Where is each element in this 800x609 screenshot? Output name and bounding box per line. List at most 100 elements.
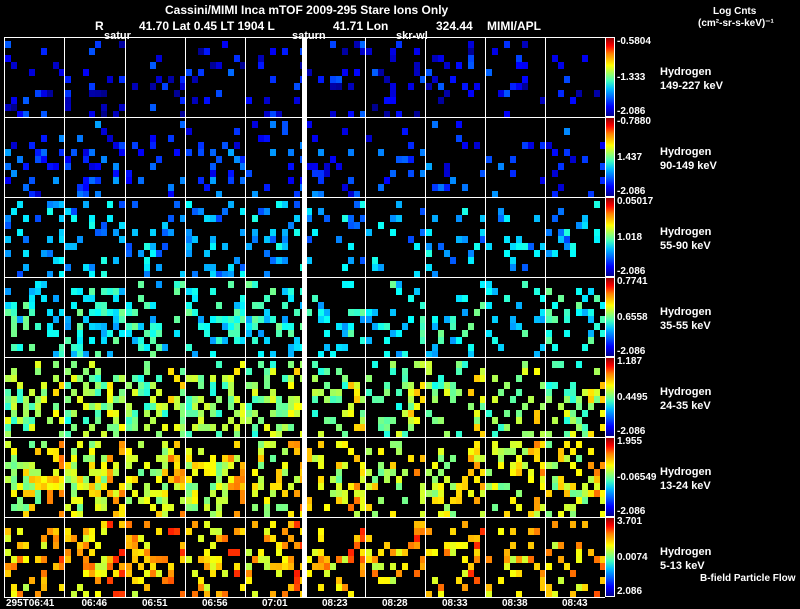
heatmap-cell xyxy=(107,389,113,396)
heatmap-cell xyxy=(246,577,252,584)
heatmap-cell xyxy=(420,556,425,563)
heatmap-cell xyxy=(588,403,594,410)
heatmap-cell xyxy=(162,469,168,476)
heatmap-cell xyxy=(312,229,318,236)
heatmap-cell xyxy=(89,149,95,156)
heatmap-cell xyxy=(17,111,23,117)
heatmap-cell xyxy=(558,448,564,455)
heatmap-cell xyxy=(246,330,252,337)
heatmap-cell xyxy=(77,396,83,403)
heatmap-cell xyxy=(564,410,570,417)
image-grid xyxy=(4,37,606,598)
heatmap-cell xyxy=(168,184,174,191)
heatmap-cell xyxy=(59,417,64,424)
heatmap-cell xyxy=(101,302,107,309)
heatmap-cell xyxy=(144,549,150,556)
heatmap-cell xyxy=(438,584,444,591)
heatmap-cell xyxy=(228,549,234,556)
heatmap-cell xyxy=(252,431,258,437)
heatmap-cell xyxy=(138,535,144,542)
heatmap-cell xyxy=(162,344,168,351)
heatmap-cell xyxy=(348,191,354,197)
heatmap-cell xyxy=(210,62,216,69)
heatmap-cell xyxy=(240,490,245,497)
heatmap-cell xyxy=(252,490,258,497)
heatmap-cell xyxy=(23,410,29,417)
heatmap-cell xyxy=(390,330,396,337)
heatmap-cell xyxy=(426,229,432,236)
heatmap-cell xyxy=(107,351,113,357)
heatmap-cell xyxy=(360,469,365,476)
heatmap-cell xyxy=(186,483,192,490)
heatmap-cell xyxy=(222,455,228,462)
heatmap-cell xyxy=(426,361,432,368)
heatmap-cell xyxy=(264,309,270,316)
heatmap-cell xyxy=(144,497,150,504)
heatmap-cell xyxy=(5,431,11,437)
heatmap-cell xyxy=(53,563,59,570)
heatmap-cell xyxy=(396,441,402,448)
heatmap-panel xyxy=(546,118,605,197)
heatmap-cell xyxy=(456,483,462,490)
heatmap-cell xyxy=(23,97,29,104)
heatmap-cell xyxy=(23,264,29,271)
heatmap-cell xyxy=(528,448,534,455)
heatmap-cell xyxy=(342,375,348,382)
heatmap-cell xyxy=(396,483,402,490)
colorbar xyxy=(605,357,615,437)
heatmap-cell xyxy=(11,375,17,382)
heatmap-cell xyxy=(41,570,47,577)
heatmap-cell xyxy=(546,309,552,316)
heatmap-cell xyxy=(288,344,294,351)
heatmap-cell xyxy=(71,483,77,490)
heatmap-cell xyxy=(192,410,198,417)
heatmap-cell xyxy=(546,330,552,337)
heatmap-cell xyxy=(540,577,545,584)
heatmap-cell xyxy=(288,521,294,528)
heatmap-cell xyxy=(510,462,516,469)
heatmap-cell xyxy=(588,288,594,295)
heatmap-cell xyxy=(119,309,125,316)
heatmap-cell xyxy=(600,382,605,389)
heatmap-cell xyxy=(240,403,245,410)
colorbar-max: -0.5804 xyxy=(617,36,651,47)
heatmap-cell xyxy=(113,111,119,117)
heatmap-cell xyxy=(216,215,222,222)
heatmap-panel xyxy=(65,438,125,517)
heatmap-cell xyxy=(594,476,600,483)
heatmap-cell xyxy=(101,257,107,264)
heatmap-cell xyxy=(504,90,510,97)
heatmap-cell xyxy=(390,55,396,62)
heatmap-cell xyxy=(126,570,132,577)
heatmap-cell xyxy=(564,490,570,497)
heatmap-cell xyxy=(138,250,144,257)
colorbar-mid: -0.06549 xyxy=(617,472,657,483)
heatmap-cell xyxy=(29,483,35,490)
heatmap-cell xyxy=(294,344,300,351)
heatmap-cell xyxy=(11,368,17,375)
heatmap-cell xyxy=(558,483,564,490)
heatmap-cell xyxy=(552,361,558,368)
heatmap-cell xyxy=(282,528,288,535)
heatmap-cell xyxy=(486,302,492,309)
heatmap-cell xyxy=(594,295,600,302)
heatmap-cell xyxy=(246,170,252,177)
heatmap-cell xyxy=(318,302,324,309)
heatmap-cell xyxy=(414,271,420,277)
heatmap-cell xyxy=(306,121,312,128)
heatmap-cell xyxy=(180,83,185,90)
heatmap-cell xyxy=(234,330,240,337)
heatmap-cell xyxy=(258,351,264,357)
heatmap-cell xyxy=(11,584,17,591)
heatmap-cell xyxy=(426,591,432,597)
heatmap-cell xyxy=(294,542,300,549)
heatmap-cell xyxy=(186,410,192,417)
heatmap-cell xyxy=(510,448,516,455)
heatmap-cell xyxy=(246,549,252,556)
heatmap-cell xyxy=(258,455,264,462)
heatmap-cell xyxy=(372,556,378,563)
heatmap-cell xyxy=(83,177,89,184)
heatmap-cell xyxy=(210,490,216,497)
heatmap-cell xyxy=(17,483,23,490)
heatmap-cell xyxy=(516,441,522,448)
